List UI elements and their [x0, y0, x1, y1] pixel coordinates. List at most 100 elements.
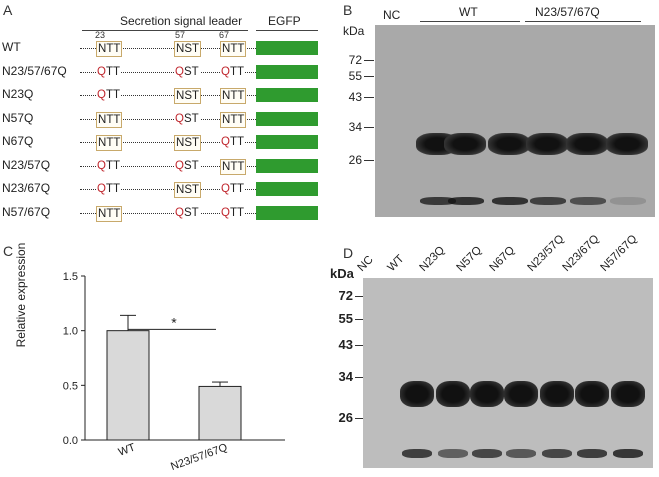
- kda-label-d: kDa: [330, 266, 354, 281]
- egfp-bar: [256, 205, 318, 220]
- group-mut-line: [525, 21, 641, 22]
- protein-band-low: [472, 449, 502, 458]
- protein-band-low: [448, 197, 484, 205]
- egfp-bar: [256, 88, 318, 102]
- protein-band-low: [530, 197, 566, 205]
- glycosylation-site: NTT: [220, 41, 247, 57]
- egfp-bar: [256, 158, 318, 173]
- position-57: 57: [175, 30, 186, 40]
- protein-band-low: [610, 197, 646, 205]
- glycosylation-site: QST: [174, 111, 200, 126]
- mw-marker-label: 55: [348, 69, 362, 83]
- mw-marker-label: 34: [348, 120, 362, 134]
- mw-marker-tick: [364, 127, 374, 128]
- position-67: 67: [219, 30, 230, 40]
- egfp-header: EGFP: [268, 14, 301, 28]
- mw-marker-label: 72: [348, 53, 362, 67]
- mw-marker-tick: [364, 97, 374, 98]
- egfp-header-line: [256, 30, 318, 31]
- leader-dotted-line: [80, 118, 256, 120]
- glycosylation-site: QST: [174, 64, 200, 79]
- egfp-bar: [256, 182, 318, 196]
- protein-band-main: [470, 381, 504, 407]
- mw-marker-label: 72: [338, 288, 353, 303]
- y-tick-label: 0.0: [63, 435, 78, 447]
- glycosylation-site: NTT: [96, 135, 123, 151]
- y-tick-label: 1.5: [63, 271, 78, 283]
- mw-marker-tick: [355, 319, 363, 320]
- glycosylation-site: NTT: [96, 205, 123, 222]
- construct-label: N23/57/67Q: [2, 63, 67, 78]
- protein-band-main: [400, 381, 434, 407]
- mw-marker-label: 55: [338, 311, 353, 326]
- protein-band-main: [540, 381, 574, 407]
- glycosylation-site: NST: [174, 182, 202, 198]
- egfp-bar: [256, 64, 318, 79]
- leader-header: Secretion signal leader: [120, 14, 243, 28]
- glycosylation-site: NTT: [220, 111, 247, 128]
- construct-label: N57/67Q: [2, 204, 51, 219]
- glycosylation-site: QTT: [220, 205, 246, 220]
- construct-label: N67Q: [2, 134, 34, 148]
- protein-band-low: [613, 449, 643, 458]
- mw-marker-label: 26: [338, 410, 353, 425]
- glycosylation-site: QTT: [96, 64, 122, 79]
- lane-label: N57/67Q: [598, 232, 640, 274]
- lane-label: N23Q: [417, 244, 448, 274]
- glycosylation-site: NTT: [96, 41, 123, 57]
- construct-label: N57Q: [2, 110, 34, 125]
- glycosylation-site: QTT: [96, 182, 122, 196]
- glycosylation-site: NTT: [96, 111, 123, 128]
- protein-band-main: [488, 133, 530, 155]
- protein-band-low: [420, 197, 456, 205]
- mw-marker-label: 34: [338, 369, 353, 384]
- western-blot-d: [363, 278, 653, 468]
- group-wt-label: WT: [459, 5, 478, 19]
- mw-marker-tick: [364, 76, 374, 77]
- panel-label-d: D: [343, 245, 354, 261]
- glycosylation-site: QTT: [220, 182, 246, 196]
- protein-band-low: [506, 449, 536, 458]
- leader-dotted-line: [80, 165, 256, 167]
- lane-label: N23/57Q: [525, 232, 567, 274]
- protein-band-low: [402, 449, 432, 458]
- glycosylation-site: NST: [174, 41, 202, 57]
- construct-label: N23/57Q: [2, 157, 51, 172]
- glycosylation-site: QTT: [96, 158, 122, 173]
- protein-band-low: [492, 197, 528, 205]
- significance-marker: *: [171, 314, 177, 330]
- protein-band-main: [566, 133, 608, 155]
- protein-band-main: [606, 133, 648, 155]
- lane-nc-label: NC: [383, 8, 401, 22]
- y-tick-label: 1.0: [63, 326, 78, 338]
- mw-marker-tick: [355, 377, 363, 378]
- egfp-bar: [256, 111, 318, 126]
- mw-marker-tick: [364, 60, 374, 61]
- panel-label-a: A: [3, 2, 13, 18]
- leader-dotted-line: [80, 48, 256, 49]
- protein-band-main: [611, 381, 645, 407]
- panel-label-c: C: [3, 243, 14, 259]
- leader-dotted-line: [80, 95, 256, 96]
- glycosylation-site: NTT: [220, 158, 247, 175]
- glycosylation-site: QTT: [96, 88, 122, 102]
- position-23: 23: [95, 30, 106, 40]
- leader-dotted-line: [80, 142, 256, 143]
- lane-label: WT: [385, 252, 407, 274]
- mw-marker-tick: [355, 345, 363, 346]
- protein-band-main: [504, 381, 538, 407]
- protein-band-main: [444, 133, 486, 155]
- lane-label: NC: [355, 253, 376, 274]
- panel-label-b: B: [343, 2, 353, 18]
- leader-header-line: [82, 30, 248, 31]
- egfp-bar: [256, 135, 318, 149]
- mw-marker-label: 26: [348, 153, 362, 167]
- glycosylation-site: NST: [174, 135, 202, 151]
- mw-marker-tick: [355, 296, 363, 297]
- egfp-bar: [256, 41, 318, 55]
- lane-label: N57Q: [454, 244, 485, 274]
- glycosylation-site: NST: [174, 88, 202, 104]
- x-tick-label: WT: [117, 441, 137, 458]
- protein-band-low: [577, 449, 607, 458]
- construct-label: N23Q: [2, 87, 34, 101]
